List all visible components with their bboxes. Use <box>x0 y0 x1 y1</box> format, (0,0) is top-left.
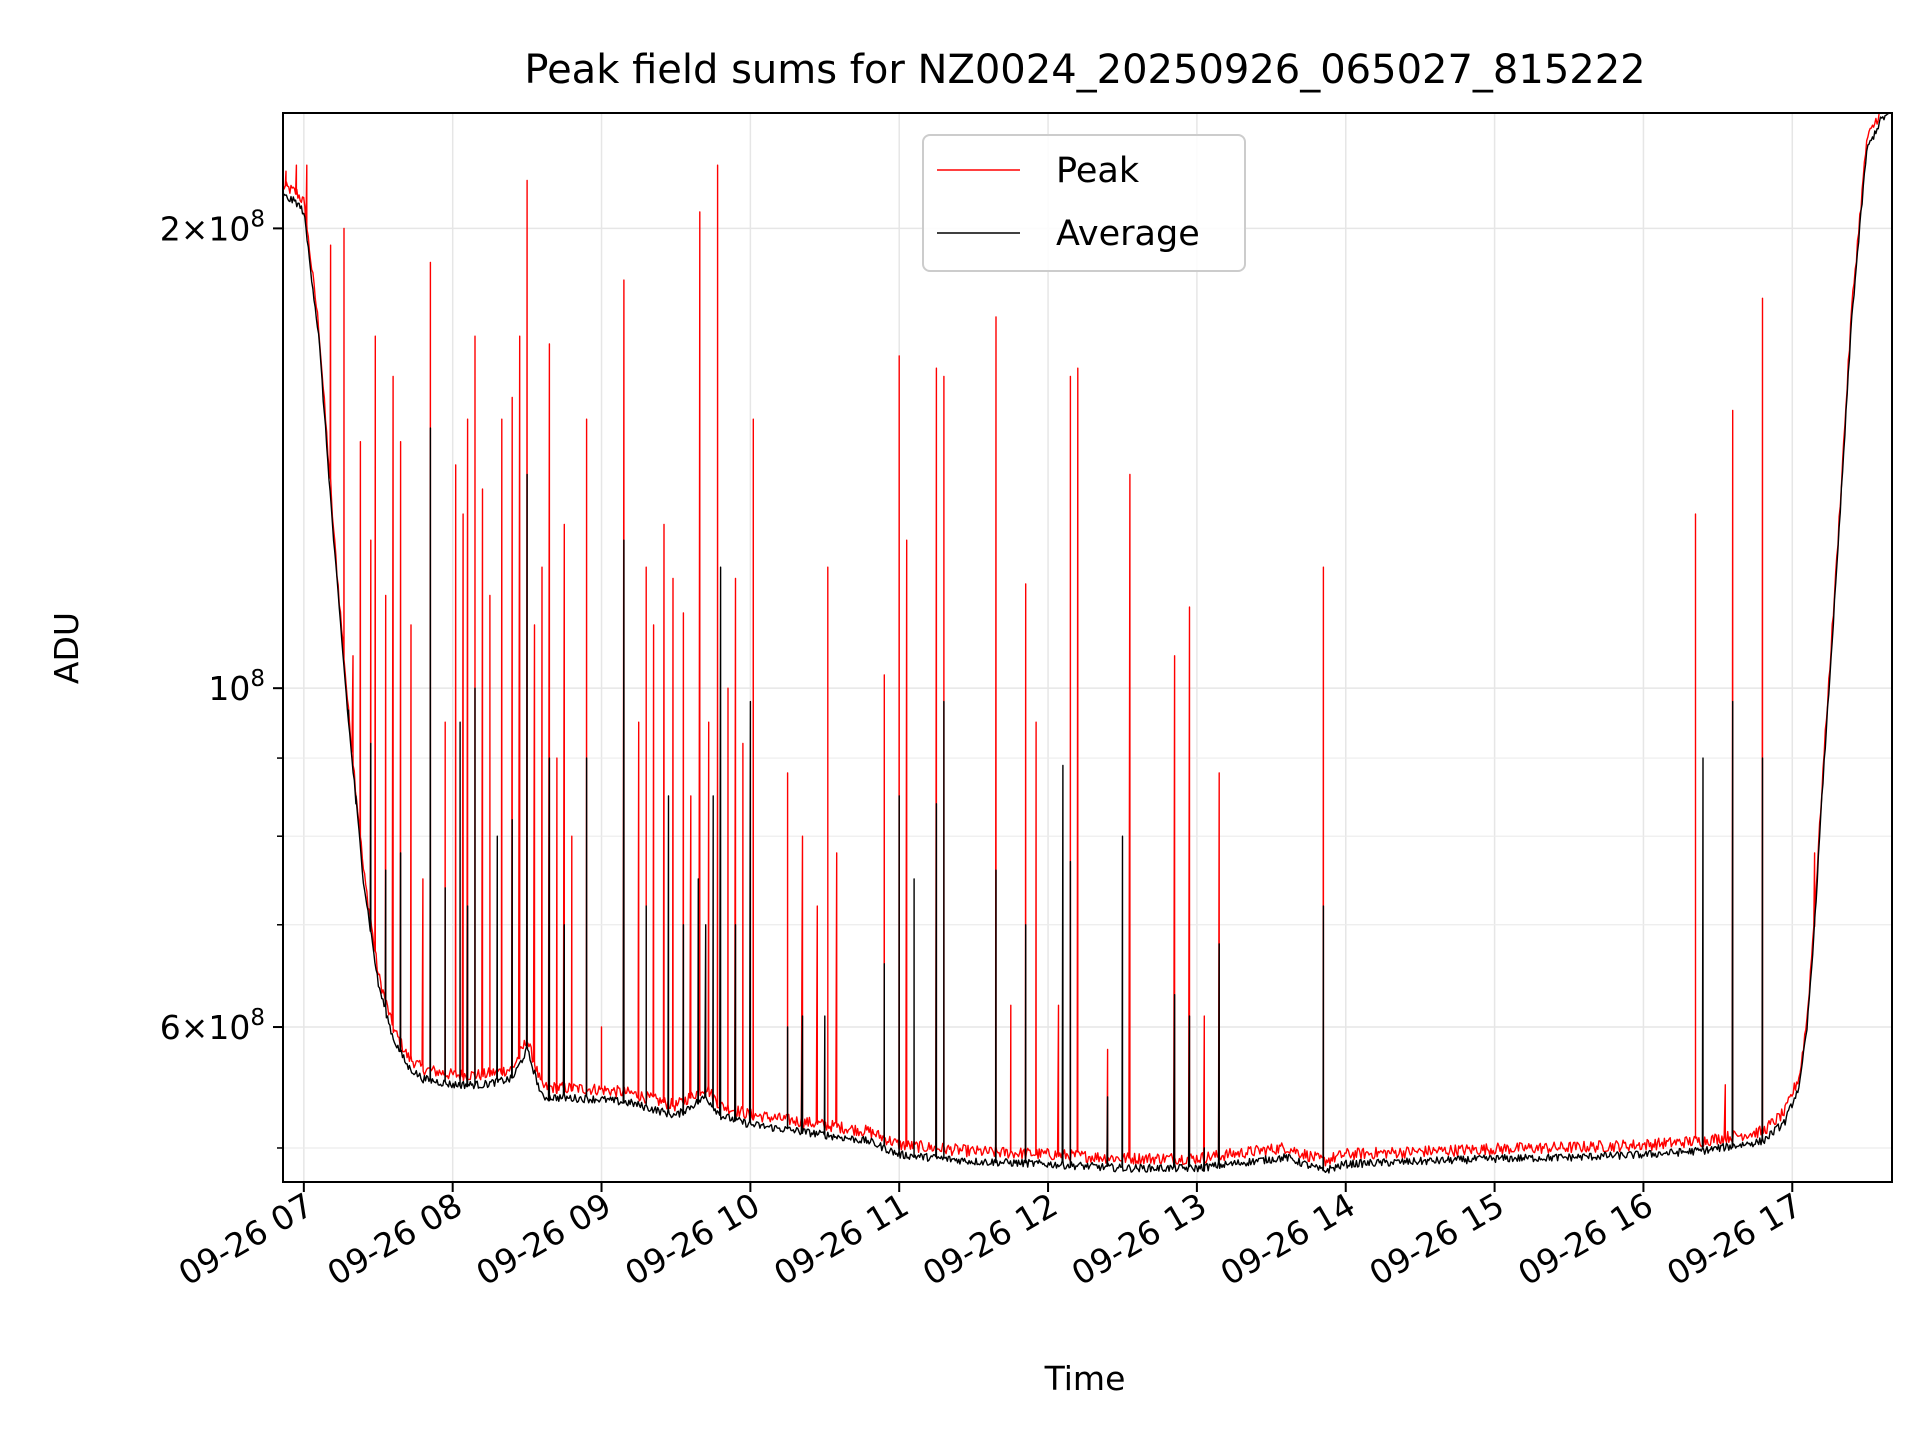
y-tick-label: 6×108 <box>160 1005 265 1047</box>
series-line-peak <box>283 113 1880 1167</box>
legend-box <box>922 134 1246 272</box>
y-axis-label: ADU <box>47 612 86 684</box>
y-tick-label: 108 <box>208 666 265 708</box>
y-axis: 108 2×108 6×108 <box>160 206 283 1149</box>
legend: Peak Average <box>922 134 1246 272</box>
chart-title: Peak field sums for NZ0024_20250926_0650… <box>524 47 1645 93</box>
plot-area <box>283 113 1892 1174</box>
series-line-average <box>283 113 1892 1174</box>
legend-label-average: Average <box>1056 214 1200 254</box>
y-tick-label: 2×108 <box>160 206 265 248</box>
legend-label-peak: Peak <box>1056 151 1140 191</box>
series-layer <box>283 113 1892 1174</box>
grid <box>283 113 1892 1182</box>
plot-frame <box>282 112 1893 1183</box>
x-axis-label: Time <box>1044 1359 1126 1398</box>
